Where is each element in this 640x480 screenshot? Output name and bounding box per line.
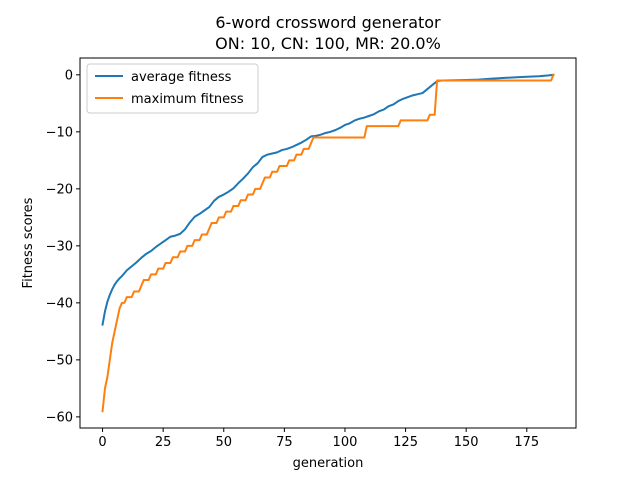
- x-tick-label: 175: [514, 435, 539, 450]
- y-tick-label: −40: [46, 296, 73, 311]
- plot-area: [101, 73, 555, 413]
- axes-frame: [79, 57, 577, 429]
- x-tick-label: 75: [276, 435, 293, 450]
- legend-box: [86, 63, 259, 114]
- series-line-1: [101, 73, 555, 413]
- x-tick-label: 0: [98, 435, 106, 450]
- series-line-0: [101, 73, 555, 326]
- x-tick-label: 50: [215, 435, 232, 450]
- x-tick-label: 25: [155, 435, 172, 450]
- legend-label-maximum-fitness: maximum fitness: [131, 92, 244, 107]
- y-tick-label: −10: [46, 125, 73, 140]
- y-tick-label: −60: [46, 410, 73, 425]
- x-tick-label: 125: [393, 435, 418, 450]
- y-tick-label: −20: [46, 182, 73, 197]
- legend: average fitness maximum fitness: [86, 63, 259, 114]
- x-tick-label: 100: [333, 435, 358, 450]
- x-axis-label: generation: [293, 456, 364, 471]
- x-tick-label: 150: [454, 435, 479, 450]
- y-axis-label: Fitness scores: [21, 197, 36, 288]
- y-tick-label: −50: [46, 353, 73, 368]
- y-tick-label: −30: [46, 239, 73, 254]
- y-tick-label: 0: [65, 68, 73, 83]
- x-axis-ticks: 0 25 50 75 100 125 150 175: [98, 428, 539, 450]
- y-axis-ticks: 0 −10 −20 −30 −40 −50 −60: [46, 68, 80, 425]
- legend-label-average-fitness: average fitness: [131, 70, 232, 85]
- chart-title-line-1: 6-word crossword generator: [215, 13, 441, 32]
- chart-title-line-2: ON: 10, CN: 100, MR: 20.0%: [215, 34, 441, 53]
